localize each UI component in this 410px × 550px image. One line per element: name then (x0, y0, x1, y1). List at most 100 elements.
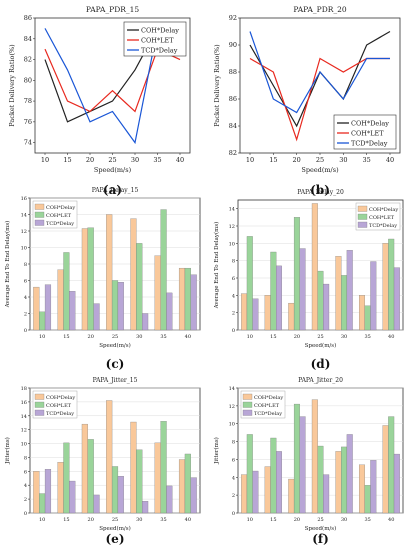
bar-1-4 (106, 400, 113, 514)
y-tick-label: 84 (24, 35, 32, 43)
y-axis-label: Jitter(ms) (213, 437, 220, 465)
bar-2-3 (293, 217, 300, 331)
y-tick-label: 4 (24, 483, 27, 489)
x-tick-label: 40 (185, 334, 191, 340)
bar-3-1 (44, 284, 52, 331)
bar-3-5 (142, 313, 149, 331)
legend-swatch (357, 205, 368, 212)
y-tick-label: 12 (21, 428, 27, 434)
bar-1-7 (382, 243, 389, 331)
bar-1-5 (130, 421, 137, 514)
y-tick-label: 76 (24, 118, 32, 126)
legend-swatch (242, 393, 253, 400)
bar-3-5 (346, 434, 353, 514)
bar-2-4 (317, 270, 324, 331)
bar-1-2 (57, 462, 64, 514)
y-tick-label: 12 (21, 229, 27, 235)
chart-panel-5: PAPA_Jitter_15 0 2 4 6 8 10 12 14 16 18 Jitter(ms) S… (4, 377, 201, 546)
bar-1-2 (264, 295, 271, 331)
legend-swatch (34, 409, 45, 416)
chart-panel-2: PAPA_PDR_20 82 84 86 88 90 92 Packet Delivery R… (213, 5, 401, 197)
x-axis-label: Speed(m/s) (301, 166, 339, 174)
x-axis-label: Speed(m/s) (94, 166, 132, 174)
y-tick-label: 18 (21, 386, 27, 392)
panel-caption: (f) (312, 532, 329, 546)
y-tick-label: 84 (229, 122, 237, 130)
bar-3-7 (393, 267, 400, 331)
legend-label: COH*LET (351, 129, 384, 137)
bar-1-6 (154, 255, 161, 331)
y-tick-label: 2 (232, 493, 235, 499)
x-tick-label: 35 (160, 334, 166, 340)
bar-3-4 (323, 283, 330, 331)
legend-label: TCD*Delay (46, 221, 74, 227)
bar-2-2 (63, 442, 70, 514)
legend-label: TCD*Delay (369, 223, 397, 229)
bar-3-7 (190, 477, 197, 514)
x-tick-label: 35 (364, 334, 370, 340)
x-tick-label: 30 (136, 517, 142, 523)
bar-3-3 (299, 248, 306, 331)
x-tick-label: 30 (136, 334, 142, 340)
chart-title: PAPA_Delay_15 (92, 187, 139, 194)
y-tick-label: 0 (24, 328, 27, 334)
x-tick-label: 40 (388, 334, 394, 340)
bar-1-3 (288, 478, 295, 514)
chart-title: PAPA_PDR_15 (86, 5, 140, 14)
y-axis-label: Average End To End Delay(ms) (4, 221, 11, 309)
bar-2-4 (111, 466, 119, 514)
y-tick-label: 74 (24, 139, 32, 147)
panel-caption: (e) (106, 532, 125, 546)
legend-swatch (242, 401, 253, 408)
bar-1-2 (264, 466, 271, 514)
x-tick-label: 20 (294, 334, 300, 340)
chart-panel-1: PAPA_PDR_15 74 76 78 80 82 84 86 Packet Delivery… (8, 5, 191, 197)
bar-1-7 (382, 425, 389, 514)
x-tick-label: 30 (339, 156, 347, 164)
x-axis-label: Speed(m/s) (99, 342, 131, 349)
bar-2-5 (341, 446, 348, 514)
bar-2-5 (136, 449, 143, 514)
legend-label: COH*LET (46, 403, 72, 409)
bar-1-5 (335, 451, 342, 514)
x-tick-label: 25 (108, 156, 116, 164)
x-axis-label: Speed(m/s) (305, 342, 337, 349)
x-tick-label: 40 (386, 156, 394, 164)
x-tick-label: 10 (39, 334, 45, 340)
y-tick-label: 0 (232, 511, 235, 517)
bar-3-1 (44, 469, 52, 514)
y-tick-label: 80 (24, 76, 32, 84)
bar-1-1 (241, 474, 248, 514)
x-tick-label: 40 (185, 517, 191, 523)
bar-1-1 (33, 471, 40, 514)
bar-1-2 (57, 269, 64, 331)
y-tick-label: 78 (24, 97, 32, 105)
y-axis-label: Packet Delivery Ratio(%) (213, 44, 221, 127)
y-tick-label: 16 (21, 400, 27, 406)
legend-label: COH*Delay (351, 119, 389, 127)
panel-caption: (a) (103, 183, 122, 197)
y-tick-label: 4 (232, 293, 235, 299)
legend-swatch (34, 203, 45, 210)
bar-1-3 (81, 423, 88, 514)
y-tick-label: 12 (229, 224, 235, 230)
bar-2-1 (39, 493, 46, 514)
y-axis-label: Packet Delivery Ratio(%) (8, 44, 16, 127)
bar-1-4 (311, 203, 318, 331)
bar-2-7 (388, 238, 395, 331)
x-tick-label: 20 (294, 517, 300, 523)
bar-1-3 (81, 228, 88, 331)
bar-3-2 (276, 451, 282, 514)
y-tick-label: 82 (229, 149, 237, 157)
bar-2-5 (136, 243, 143, 331)
bar-2-6 (160, 421, 167, 514)
bar-3-6 (370, 261, 377, 331)
y-tick-label: 12 (229, 404, 235, 410)
bar-3-1 (252, 298, 259, 331)
panel-caption: (c) (106, 357, 125, 371)
y-tick-label: 10 (229, 241, 235, 247)
legend-label: TCD*Delay (141, 46, 178, 54)
bar-3-2 (69, 480, 76, 514)
y-tick-label: 8 (24, 455, 27, 461)
